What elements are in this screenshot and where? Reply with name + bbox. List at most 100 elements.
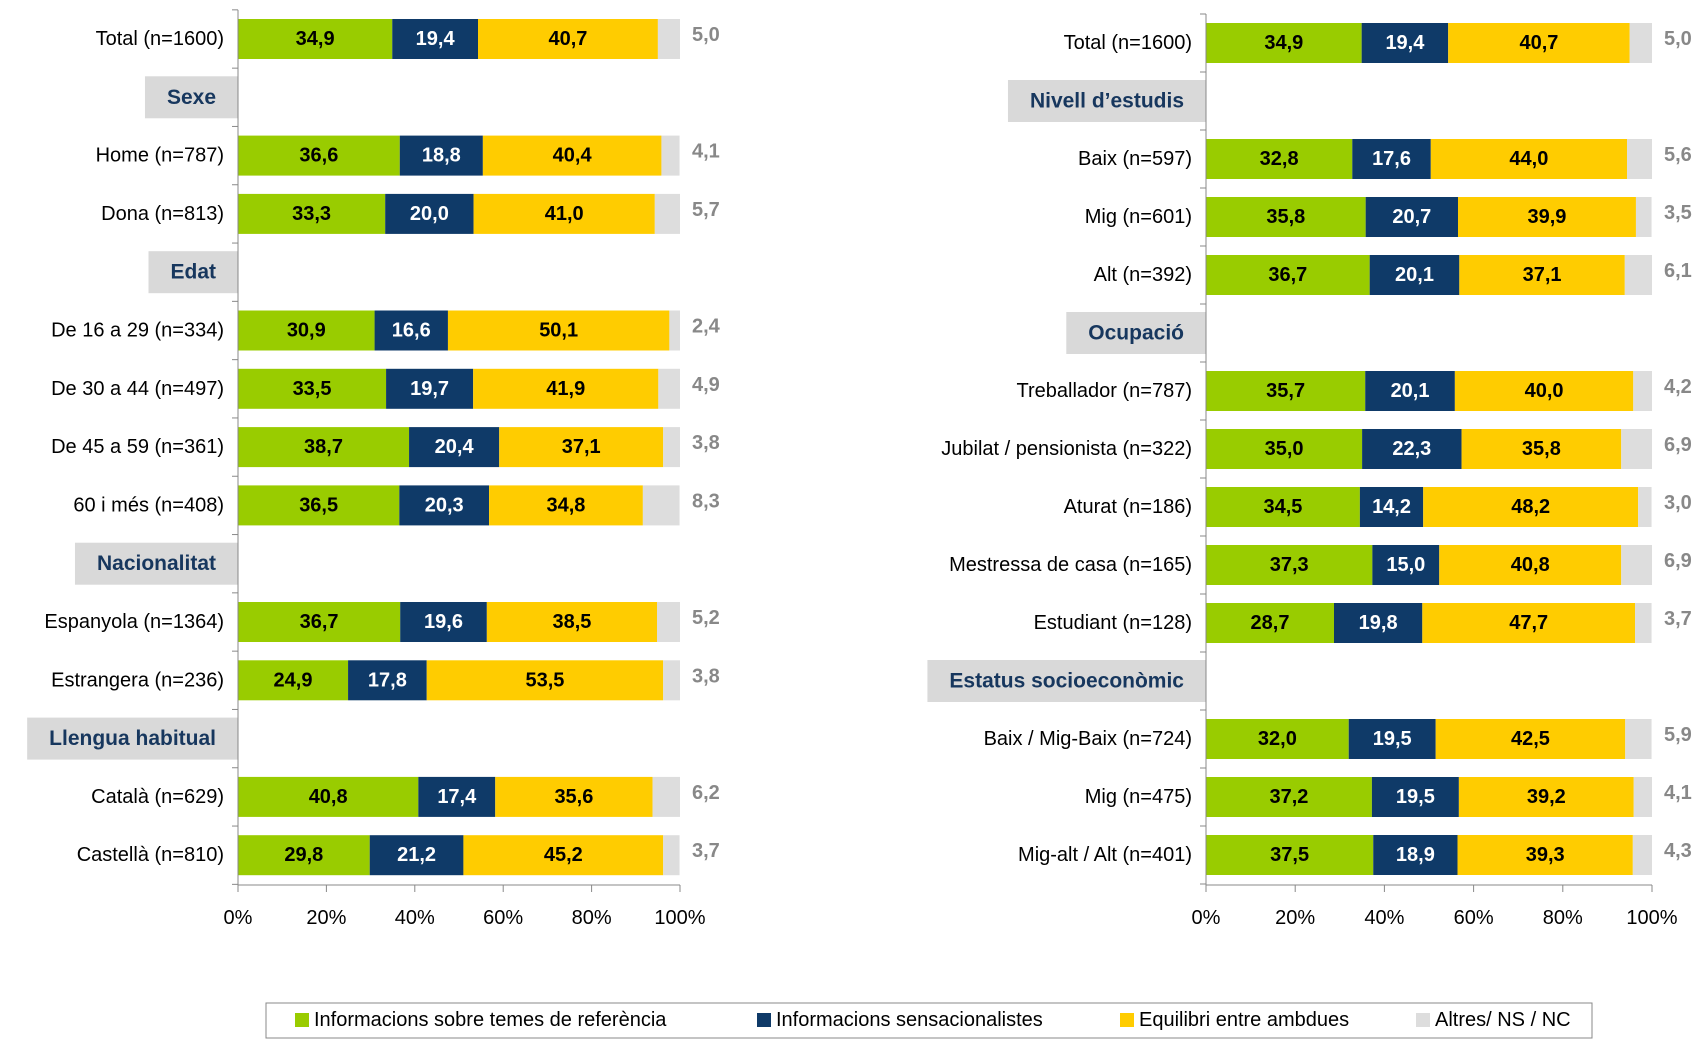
legend-label: Equilibri entre ambdues bbox=[1139, 1009, 1349, 1031]
value-label: 3,7 bbox=[692, 840, 720, 862]
value-label: 5,0 bbox=[1664, 28, 1692, 50]
section-header-bg bbox=[27, 717, 238, 760]
bar-segment bbox=[1372, 545, 1440, 585]
y-tick-label: Mig-alt / Alt (n=401) bbox=[1018, 844, 1192, 866]
bar-segment bbox=[1352, 139, 1431, 179]
section-header-bg bbox=[74, 542, 238, 585]
bar-segment bbox=[1633, 371, 1652, 411]
bar-segment bbox=[1206, 197, 1366, 237]
value-label: 5,9 bbox=[1664, 724, 1692, 746]
bar-segment bbox=[1435, 719, 1626, 759]
bar-segment bbox=[418, 776, 496, 817]
bar-segment bbox=[1359, 487, 1424, 527]
legend-label: Altres/ NS / NC bbox=[1435, 1009, 1571, 1031]
section-header-bg bbox=[144, 76, 238, 119]
bar-segment bbox=[1621, 429, 1652, 469]
value-label: 36,6 bbox=[299, 145, 338, 167]
value-label: 35,8 bbox=[1522, 438, 1561, 460]
legend-swatch bbox=[295, 1013, 309, 1027]
value-label: 28,7 bbox=[1251, 612, 1290, 634]
value-label: 50,1 bbox=[539, 320, 578, 342]
section-header-bg bbox=[1007, 80, 1206, 122]
bar-segment bbox=[1457, 197, 1636, 237]
value-label: 30,9 bbox=[287, 320, 326, 342]
value-label: 36,5 bbox=[299, 494, 338, 516]
section-header-bg bbox=[927, 660, 1206, 702]
value-label: 40,4 bbox=[553, 145, 593, 167]
y-tick-label: Baix (n=597) bbox=[1078, 148, 1192, 170]
x-tick-label: 100% bbox=[654, 907, 705, 929]
value-label: 41,0 bbox=[545, 203, 584, 225]
value-label: 2,4 bbox=[692, 316, 721, 338]
value-label: 34,8 bbox=[546, 494, 585, 516]
value-label: 3,5 bbox=[1664, 202, 1692, 224]
bar-segment bbox=[495, 776, 653, 817]
bar-segment bbox=[238, 135, 400, 176]
value-label: 39,3 bbox=[1526, 844, 1565, 866]
value-label: 29,8 bbox=[284, 844, 323, 866]
bar-segment bbox=[1627, 139, 1652, 179]
value-label: 5,0 bbox=[692, 24, 720, 46]
x-tick-label: 0% bbox=[224, 907, 253, 929]
bar-segment bbox=[1369, 255, 1460, 295]
value-label: 24,9 bbox=[274, 669, 313, 691]
bar-segment bbox=[238, 368, 387, 409]
bar-segment bbox=[1348, 719, 1436, 759]
bar-segment bbox=[238, 193, 386, 234]
y-tick-label: Aturat (n=186) bbox=[1064, 496, 1192, 518]
bar-segment bbox=[1621, 545, 1652, 585]
y-tick-label: Treballador (n=787) bbox=[1017, 380, 1192, 402]
bar-segment bbox=[1206, 23, 1362, 63]
legend-swatch bbox=[1416, 1013, 1430, 1027]
value-label: 17,4 bbox=[437, 786, 477, 808]
value-label: 36,7 bbox=[1268, 264, 1307, 286]
bar-segment bbox=[238, 835, 370, 876]
value-label: 53,5 bbox=[526, 669, 565, 691]
value-label: 19,8 bbox=[1359, 612, 1398, 634]
value-label: 20,1 bbox=[1391, 380, 1430, 402]
bar-segment bbox=[1632, 835, 1652, 875]
value-label: 37,1 bbox=[1523, 264, 1562, 286]
x-tick-label: 20% bbox=[1275, 907, 1315, 929]
value-label: 37,1 bbox=[562, 436, 601, 458]
value-label: 32,8 bbox=[1260, 148, 1299, 170]
bar-segment bbox=[1638, 487, 1652, 527]
y-tick-label: Baix / Mig-Baix (n=724) bbox=[984, 728, 1192, 750]
value-label: 33,5 bbox=[293, 378, 332, 400]
value-label: 6,2 bbox=[692, 782, 720, 804]
y-tick-label: Mestressa de casa (n=165) bbox=[949, 554, 1192, 576]
bar-segment bbox=[1422, 603, 1636, 643]
value-label: 20,7 bbox=[1392, 206, 1431, 228]
bar-segment bbox=[426, 660, 664, 701]
value-label: 35,6 bbox=[554, 786, 593, 808]
value-label: 34,9 bbox=[296, 28, 335, 50]
value-label: 3,8 bbox=[692, 665, 720, 687]
bar-segment bbox=[238, 19, 393, 59]
value-label: 47,7 bbox=[1509, 612, 1548, 634]
bar-segment bbox=[238, 602, 401, 642]
bar-segment bbox=[369, 835, 464, 876]
value-label: 19,5 bbox=[1373, 728, 1412, 750]
legend-swatch bbox=[1120, 1013, 1134, 1027]
section-header-bg bbox=[1066, 312, 1206, 354]
value-label: 39,9 bbox=[1527, 206, 1566, 228]
y-tick-label: Mig (n=601) bbox=[1085, 206, 1192, 228]
bar-segment bbox=[663, 427, 680, 468]
bar-segment bbox=[652, 776, 680, 817]
value-label: 4,1 bbox=[692, 141, 720, 163]
bar-segment bbox=[1206, 777, 1372, 817]
value-label: 19,6 bbox=[424, 611, 463, 633]
bar-segment bbox=[400, 602, 487, 642]
section-header: Edat bbox=[170, 261, 216, 284]
value-label: 19,4 bbox=[416, 28, 456, 50]
y-tick-label: Jubilat / pensionista (n=322) bbox=[941, 438, 1192, 460]
value-label: 37,3 bbox=[1270, 554, 1309, 576]
value-label: 15,0 bbox=[1386, 554, 1425, 576]
bar-segment bbox=[657, 19, 680, 59]
bar-segment bbox=[1629, 23, 1652, 63]
bar-segment bbox=[1361, 23, 1449, 63]
value-label: 20,1 bbox=[1395, 264, 1434, 286]
y-tick-label: De 45 a 59 (n=361) bbox=[51, 436, 224, 458]
value-label: 5,7 bbox=[692, 199, 720, 221]
